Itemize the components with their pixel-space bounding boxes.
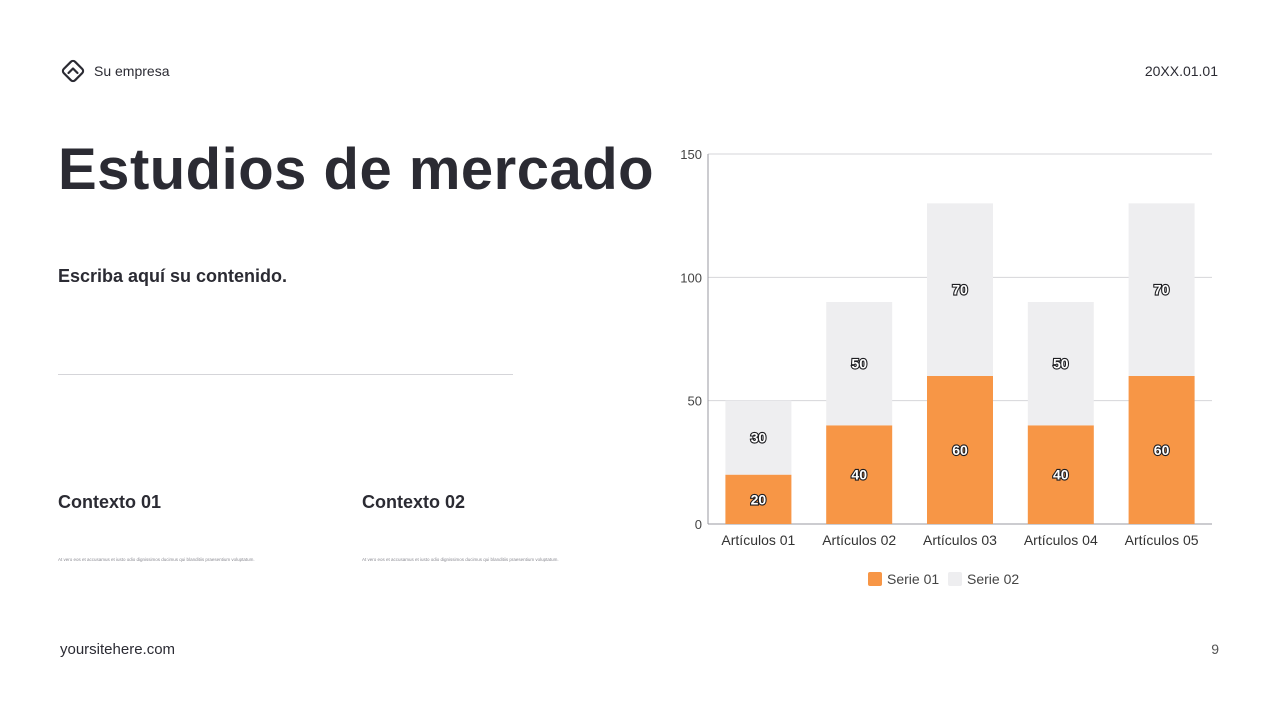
legend-swatch-serie-02 — [948, 572, 962, 586]
slide-subtitle: Escriba aquí su contenido. — [58, 266, 288, 286]
diamond-logo-icon — [61, 59, 85, 83]
slide-date: 20XX.01.01 — [1144, 63, 1218, 79]
x-tick-label: Artículos 02 — [822, 532, 896, 548]
footer-website[interactable]: yoursitehere.com — [60, 641, 176, 658]
bar-serie-01 — [1027, 425, 1094, 524]
company-name: Su empresa — [94, 63, 170, 79]
data-label: 70 — [1154, 282, 1170, 298]
context-01-heading: Contexto 01 — [58, 492, 162, 512]
bar-serie-01 — [725, 474, 792, 524]
data-label: 40 — [851, 467, 867, 483]
bar-serie-02 — [725, 400, 792, 475]
y-tick-label: 100 — [680, 270, 702, 285]
data-label: 60 — [952, 442, 968, 458]
bar-serie-01 — [927, 376, 993, 524]
bar-serie-01 — [826, 425, 893, 524]
legend-swatch-serie-01 — [868, 572, 882, 586]
legend-label-serie-01: Serie 01 — [887, 571, 939, 587]
data-label: 50 — [851, 356, 867, 372]
x-tick-label: Artículos 03 — [923, 532, 997, 548]
context-02-heading: Contexto 02 — [362, 492, 466, 512]
data-label: 70 — [952, 282, 968, 298]
y-tick-label: 150 — [680, 147, 702, 162]
bar-serie-01 — [1128, 376, 1195, 524]
y-tick-label: 50 — [688, 394, 702, 409]
data-label: 60 — [1154, 442, 1170, 458]
context-01-body: At vero eos et accusamus et iusto odio d… — [58, 557, 255, 562]
data-label: 20 — [751, 491, 767, 507]
context-02-body: At vero eos et accusamus et iusto odio d… — [362, 557, 559, 562]
page-number: 9 — [1211, 641, 1219, 657]
y-tick-label: 0 — [695, 517, 702, 532]
bar-serie-02 — [1027, 302, 1094, 426]
company-logo: Su empresa — [60, 58, 169, 84]
divider-line — [58, 374, 513, 375]
x-tick-label: Artículos 04 — [1024, 532, 1098, 548]
x-tick-label: Artículos 01 — [721, 532, 795, 548]
data-label: 50 — [1053, 356, 1069, 372]
data-label: 40 — [1053, 467, 1069, 483]
bar-serie-02 — [1128, 203, 1195, 376]
stacked-bar-chart: 0 50 100 150 20 30 Artículos 01 40 50 Artículos 0… — [680, 147, 1212, 587]
bar-serie-02 — [826, 302, 893, 426]
bar-serie-02 — [927, 203, 993, 376]
slide-title: Estudios de mercado — [58, 137, 655, 202]
x-tick-label: Artículos 05 — [1125, 532, 1199, 548]
data-label: 30 — [751, 430, 767, 446]
legend-label-serie-02: Serie 02 — [967, 571, 1019, 587]
